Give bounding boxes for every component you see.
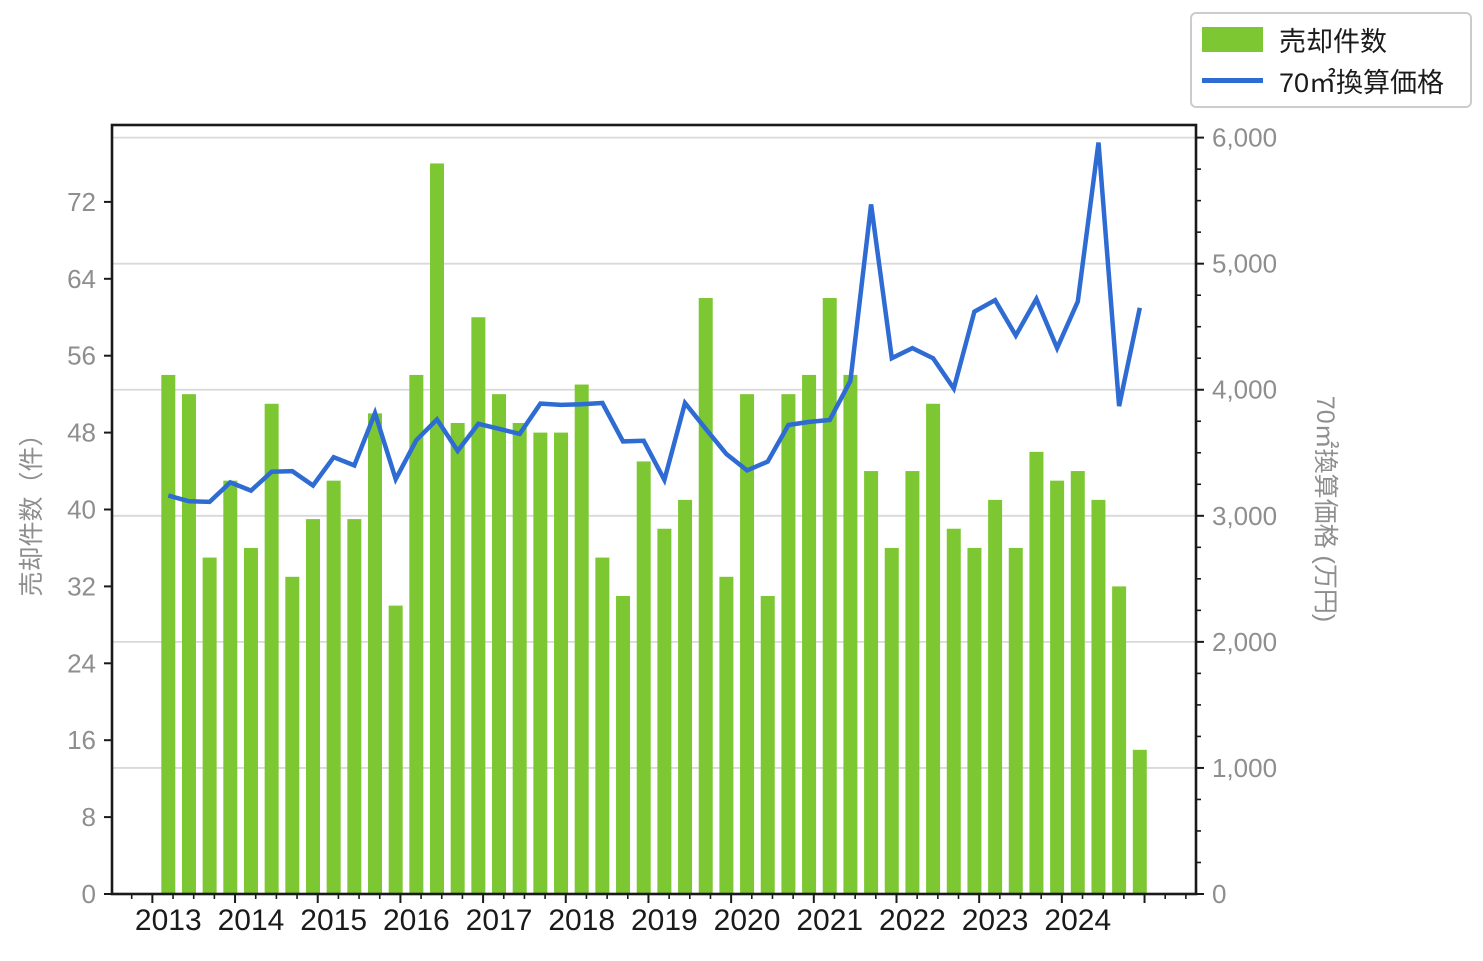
left-tick-label-8: 8: [82, 802, 96, 832]
legend: 売却件数 70㎡換算価格: [1190, 12, 1472, 108]
x-year-label-2021: 2021: [796, 904, 863, 937]
x-year-label-2024: 2024: [1044, 904, 1111, 937]
bar-2016Q4: [471, 317, 486, 894]
bar-2014Q3: [285, 576, 300, 894]
bar-2021Q2: [843, 374, 858, 894]
bar-2021Q3: [864, 471, 879, 894]
legend-label-sales: 売却件数: [1279, 27, 1387, 57]
bar-2021Q1: [822, 298, 837, 894]
bar-2018Q2: [595, 557, 610, 894]
left-tick-label-40: 40: [67, 495, 96, 525]
bar-2017Q4: [554, 432, 569, 894]
left-tick-label-32: 32: [67, 571, 96, 601]
x-year-label-2017: 2017: [466, 904, 533, 937]
x-year-label-2020: 2020: [714, 904, 781, 937]
right-tick-label-3000: 3,000: [1212, 501, 1277, 531]
right-tick-label-5000: 5,000: [1212, 249, 1277, 279]
legend-item-sales: 売却件数: [1202, 20, 1460, 59]
bar-2018Q1: [574, 384, 589, 894]
bar-2016Q2: [430, 163, 445, 894]
bar-2015Q2: [347, 519, 362, 894]
bar-2020Q3: [781, 394, 796, 894]
bar-2015Q4: [388, 605, 403, 894]
right-tick-label-4000: 4,000: [1212, 375, 1277, 405]
bar-2019Q4: [719, 576, 734, 894]
left-tick-label-48: 48: [67, 418, 96, 448]
bar-2024Q4: [1132, 749, 1147, 894]
x-year-label-2023: 2023: [962, 904, 1029, 937]
right-tick-label-6000: 6,000: [1212, 123, 1277, 153]
left-tick-label-16: 16: [67, 725, 96, 755]
bar-2020Q2: [760, 596, 775, 894]
bar-2022Q1: [905, 471, 920, 894]
left-tick-label-72: 72: [67, 187, 96, 217]
left-tick-label-64: 64: [67, 264, 96, 294]
bar-2021Q4: [884, 547, 899, 894]
bar-2017Q2: [512, 422, 527, 894]
bar-2013Q4: [223, 480, 238, 894]
right-tick-label-2000: 2,000: [1212, 627, 1277, 657]
left-axis-title: 売却件数（件）: [18, 421, 46, 597]
bar-2015Q3: [368, 413, 382, 894]
bar-2022Q4: [967, 547, 982, 894]
bar-2016Q3: [450, 422, 465, 894]
bar-2020Q1: [740, 394, 755, 894]
x-year-label-2014: 2014: [218, 904, 285, 937]
bar-2019Q2: [678, 499, 693, 894]
bar-2016Q1: [409, 374, 424, 894]
bar-2022Q2: [926, 403, 941, 894]
bar-2013Q3: [202, 557, 217, 894]
bar-2015Q1: [326, 480, 341, 894]
bar-2023Q2: [1008, 547, 1023, 894]
bar-2024Q1: [1070, 471, 1085, 894]
bar-2022Q3: [946, 528, 961, 894]
right-tick-label-0: 0: [1212, 879, 1226, 909]
bar-2023Q3: [1029, 451, 1044, 894]
right-axis-title: 70㎡換算価格 (万円): [1311, 395, 1339, 623]
left-tick-label-0: 0: [82, 879, 96, 909]
bar-2014Q2: [264, 403, 279, 894]
bar-2014Q4: [305, 519, 320, 894]
bar-2017Q3: [533, 432, 548, 894]
left-tick-label-56: 56: [67, 341, 96, 371]
bar-2014Q1: [243, 547, 258, 894]
bar-2013Q2: [181, 394, 196, 894]
x-year-label-2018: 2018: [548, 904, 615, 937]
bar-2013Q1: [161, 374, 176, 894]
bar-2018Q3: [616, 596, 631, 894]
bar-2023Q4: [1050, 480, 1065, 894]
bar-swatch-icon: [1202, 27, 1263, 52]
bar-2023Q1: [988, 499, 1003, 894]
line-swatch-icon: [1202, 78, 1263, 83]
bar-2020Q4: [802, 374, 817, 894]
price-line: [167, 142, 1143, 505]
bar-2024Q2: [1091, 499, 1106, 894]
left-tick-label-24: 24: [67, 648, 96, 678]
x-year-label-2022: 2022: [879, 904, 946, 937]
legend-item-price: 70㎡換算価格: [1202, 61, 1460, 100]
x-year-label-2015: 2015: [300, 904, 367, 937]
bar-2018Q4: [636, 461, 651, 894]
x-year-label-2016: 2016: [383, 904, 450, 937]
x-year-label-2013: 2013: [135, 904, 202, 937]
bar-2019Q1: [657, 528, 672, 894]
bar-2024Q3: [1112, 586, 1127, 894]
bar-2017Q1: [492, 394, 507, 894]
right-tick-label-1000: 1,000: [1212, 753, 1277, 783]
legend-label-price: 70㎡換算価格: [1279, 68, 1445, 98]
bar-2019Q3: [698, 298, 713, 894]
x-year-label-2019: 2019: [631, 904, 698, 937]
